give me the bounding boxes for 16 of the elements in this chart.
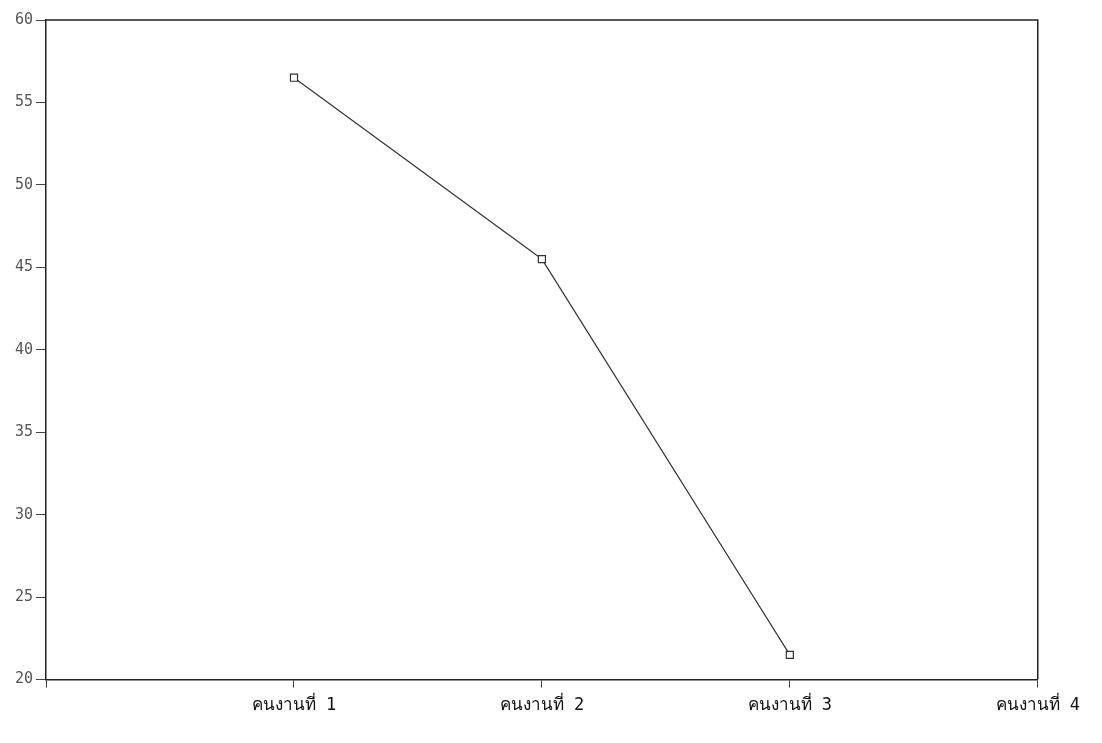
- x-tick-label: คนงานที่ 1: [251, 692, 337, 715]
- y-tick-label: 25: [15, 587, 34, 606]
- y-tick-label: 20: [15, 669, 34, 688]
- x-tick-label: คนงานที่ 4: [995, 692, 1081, 715]
- point: [785, 650, 794, 659]
- y-tick-label: 60: [15, 9, 34, 28]
- x-tick-label: คนงานที่ 3: [747, 692, 833, 715]
- y-tick-label: 50: [15, 174, 34, 193]
- y-tick-label: 30: [15, 504, 34, 523]
- point: [289, 73, 299, 82]
- y-tick-label: 55: [15, 92, 34, 111]
- y-tick-label: 45: [15, 257, 34, 276]
- x-tick-label: คนงานที่ 2: [499, 692, 585, 715]
- point: [537, 254, 547, 264]
- y-tick-label: 35: [15, 422, 34, 441]
- y-tick-label: 40: [15, 339, 34, 358]
